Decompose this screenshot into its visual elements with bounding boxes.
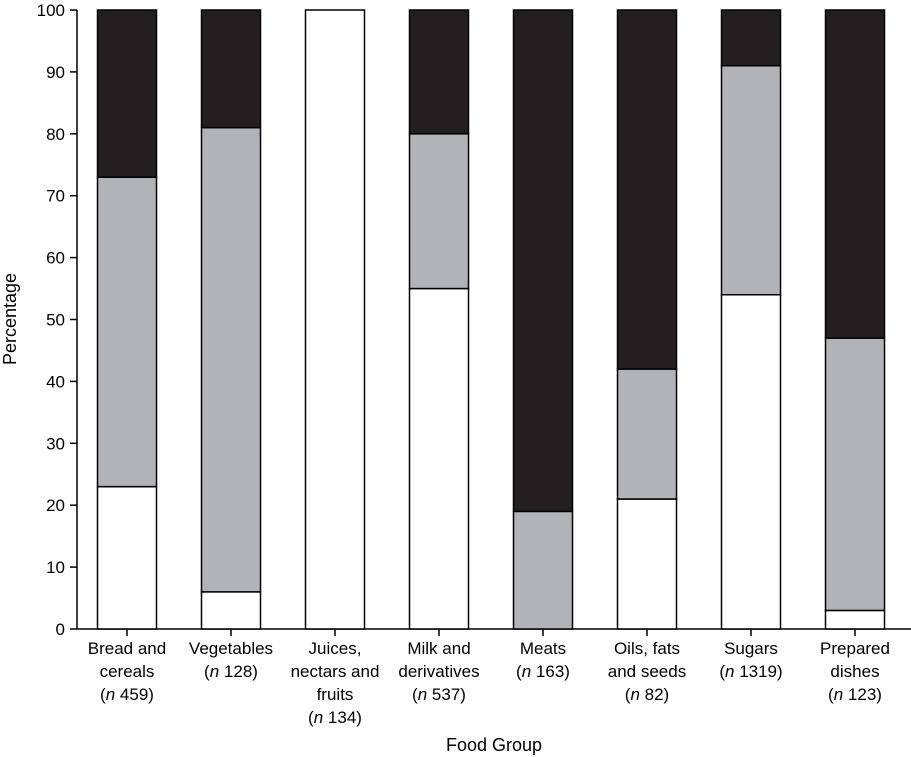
bar-segment [408, 133, 470, 290]
y-axis-title: Percentage [0, 273, 20, 365]
y-tick-label: 90 [46, 63, 65, 82]
y-tick-label: 50 [46, 311, 65, 330]
labels: Bread and cereals (n 459) Vegetables (n 128)… [88, 639, 890, 727]
bar-segment [200, 126, 262, 593]
bars [96, 9, 886, 630]
category-label: Prepared dishes (n 123) [820, 639, 890, 704]
bar-stack [824, 9, 886, 630]
bar-stack [512, 9, 574, 630]
bar-stack [408, 9, 470, 630]
category-label: Vegetables (n 128) [189, 639, 273, 681]
bar-segment [96, 9, 158, 178]
bar-stack [304, 9, 366, 630]
bar-segment [200, 9, 262, 129]
category-label: Meats (n 163) [516, 639, 570, 681]
bar-segment [616, 498, 678, 630]
bar-segment [96, 485, 158, 630]
category-label: Oils, fats and seeds (n 82) [608, 639, 686, 704]
bar-segment [720, 64, 782, 296]
bar-segment [616, 368, 678, 500]
bar-segment [720, 293, 782, 630]
bar-segment [824, 9, 886, 339]
bar-segment [200, 591, 262, 630]
y-tick-label: 60 [46, 249, 65, 268]
bar-segment [824, 609, 886, 630]
category-label: Bread and cereals (n 459) [88, 639, 166, 704]
y-tick-label: 30 [46, 434, 65, 453]
category-label: Milk and derivatives (n 537) [398, 639, 479, 704]
y-tick-label: 100 [37, 1, 65, 20]
y-tick-label: 20 [46, 496, 65, 515]
bar-segment [824, 337, 886, 612]
bar-segment [408, 287, 470, 630]
x-axis-title: Food Group [446, 735, 542, 755]
y-tick-label: 80 [46, 125, 65, 144]
bar-segment [96, 176, 158, 488]
bar-segment [512, 9, 574, 513]
bar-segment [512, 510, 574, 630]
bar-stack [616, 9, 678, 630]
y-tick-label: 40 [46, 372, 65, 391]
bar-segment [616, 9, 678, 370]
bar-segment [408, 9, 470, 135]
y-tick-label: 0 [56, 620, 65, 639]
y-tick-label: 70 [46, 187, 65, 206]
bar-stack [720, 9, 782, 630]
bar-stack [200, 9, 262, 630]
bar-stack [96, 9, 158, 630]
bar-segment [304, 9, 366, 630]
y-tick-label: 10 [46, 558, 65, 577]
category-label: Sugars (n 1319) [719, 639, 782, 681]
bar-segment [720, 9, 782, 67]
category-label: Juices, nectars and fruits (n 134) [291, 639, 380, 727]
